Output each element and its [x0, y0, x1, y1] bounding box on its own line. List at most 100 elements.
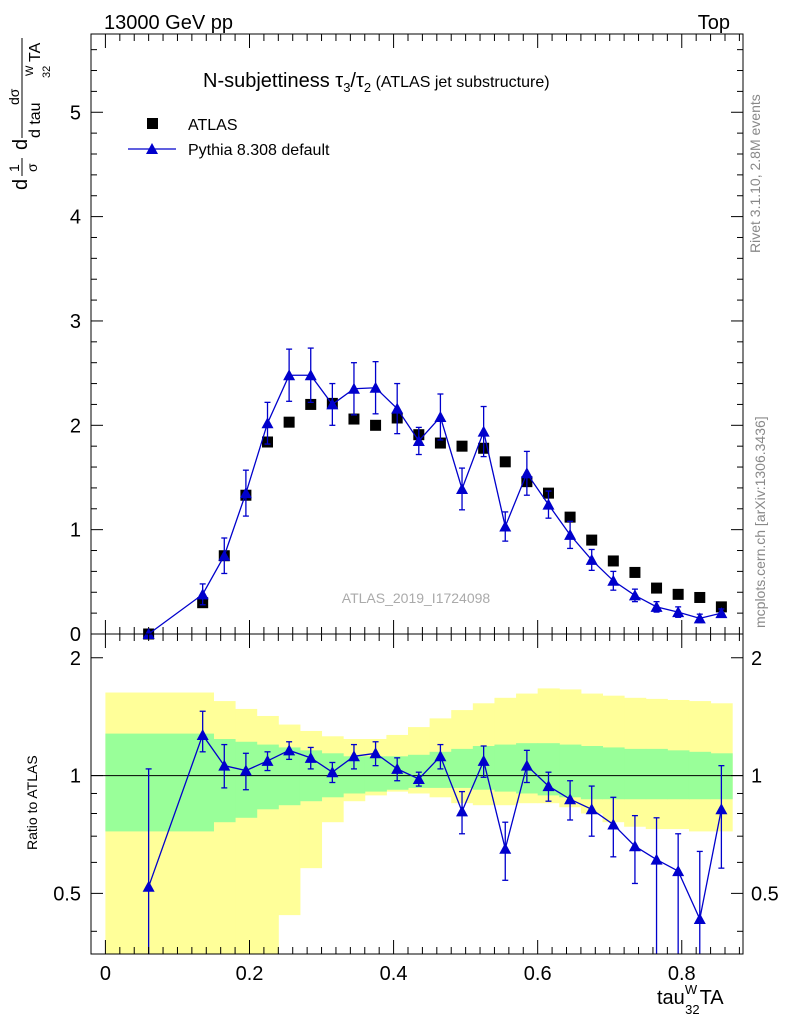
ratio-point — [628, 840, 641, 852]
ratio-point — [326, 766, 339, 778]
pythia-point — [261, 417, 274, 429]
ratio-point — [650, 853, 663, 865]
energy-label: 13000 GeV pp — [104, 12, 233, 34]
pythia-point — [391, 402, 404, 414]
legend-atlas-marker — [147, 118, 158, 129]
plot-title: N-subjettiness τ3/τ2 (ATLAS jet substruc… — [203, 70, 550, 95]
x-tick-label: 0.6 — [524, 963, 552, 985]
title-tau3-sub: 3 — [343, 80, 350, 95]
ratio-y-axis-label: Ratio to ATLAS — [24, 755, 40, 850]
ratio-point — [434, 750, 447, 762]
band-inner-segment — [451, 748, 474, 788]
band-inner-segment — [580, 746, 604, 800]
ylabel-ta: TA — [27, 42, 44, 62]
ratio-point — [607, 818, 620, 830]
ratio-point — [412, 772, 425, 784]
ratio-line — [148, 733, 723, 922]
ratio-point — [304, 751, 317, 763]
x-tick-label: 0.4 — [380, 963, 408, 985]
x-tick-label: 0.8 — [668, 963, 696, 985]
rivet-label: Rivet 3.1.10, 2.8M events — [747, 94, 763, 253]
ratio-point — [564, 793, 577, 805]
pythia-point — [434, 410, 447, 422]
atlas-point — [305, 398, 317, 410]
pythia-point — [693, 612, 706, 624]
ratio-point — [499, 842, 512, 854]
atlas-point — [607, 555, 619, 567]
main-ytick-label: 0 — [70, 624, 81, 646]
ratio-ytick-label: 2 — [70, 648, 81, 670]
title-tau2-sub: 2 — [364, 80, 371, 95]
band-inner-segment — [256, 744, 279, 810]
pythia-point — [477, 425, 490, 437]
legend-mc-marker — [146, 143, 158, 154]
title-slash: / — [350, 70, 356, 92]
atlas-point — [586, 534, 598, 546]
ylabel-sub: 32 — [41, 66, 53, 78]
ratio-point — [218, 759, 231, 771]
ylabel-dtau: d tau — [27, 102, 44, 138]
pythia-point — [628, 589, 641, 601]
band-inner-segment — [645, 748, 668, 800]
pythia-point — [520, 467, 533, 479]
pythia-point — [369, 381, 382, 393]
band-inner-segment — [407, 754, 431, 788]
ratio-data-layer — [91, 710, 743, 954]
band-inner-segment — [559, 744, 582, 798]
pythia-point — [585, 553, 598, 565]
ratio-ytick-label-right: 2 — [751, 648, 762, 670]
ratio-uncertainty-bands — [105, 688, 733, 954]
atlas-point — [629, 566, 641, 578]
main-ytick-label: 1 — [70, 520, 81, 542]
main-ytick-label: 2 — [70, 415, 81, 437]
pythia-point — [564, 528, 577, 540]
x-tick-labels: 0 0.2 0.4 0.6 0.8 — [100, 963, 696, 985]
atlas-point — [283, 416, 295, 428]
analysis-watermark: ATLAS_2019_I1724098 — [342, 590, 491, 606]
ratio-point — [283, 744, 296, 756]
title-lead: N-subjettiness — [203, 70, 335, 92]
atlas-point — [694, 591, 706, 603]
pythia-point — [239, 487, 252, 499]
ratio-point — [542, 780, 555, 792]
pythia-point — [326, 398, 339, 410]
ratio-point — [585, 803, 598, 815]
pythia-point — [715, 607, 728, 619]
main-ytick-label: 5 — [70, 102, 81, 124]
ratio-ytick-label-right: 1 — [751, 766, 762, 788]
band-inner-segment — [191, 733, 214, 832]
pythia-point — [607, 574, 620, 586]
atlas-point — [564, 511, 576, 523]
ratio-point — [196, 728, 209, 740]
pythia-point — [196, 588, 209, 600]
x-tick-label: 0 — [100, 963, 111, 985]
atlas-point — [370, 419, 382, 431]
pythia-point — [304, 369, 317, 381]
main-y-tick-labels: 0 1 2 3 4 5 — [70, 102, 81, 646]
atlas-point — [651, 582, 663, 594]
atlas-point — [715, 601, 727, 613]
legend-atlas-label: ATLAS — [188, 117, 238, 134]
legend-mc-label: Pythia 8.308 default — [188, 142, 330, 159]
pythia-point — [542, 498, 555, 510]
pythia-point — [412, 434, 425, 446]
main-axis-ticks — [90, 34, 743, 635]
band-inner-segment — [494, 744, 517, 792]
band-inner-segment — [667, 750, 690, 800]
main-data-layer — [142, 347, 728, 640]
band-inner-segment — [602, 747, 625, 800]
ylabel-d1: d — [10, 179, 32, 190]
pythia-point — [650, 600, 663, 612]
ratio-point — [693, 913, 706, 925]
band-inner-segment — [278, 747, 301, 806]
ratio-point — [456, 805, 469, 817]
x-tick-label: 0.2 — [236, 963, 264, 985]
atlas-point — [434, 437, 446, 449]
band-inner-segment — [537, 743, 560, 796]
title-tau2: τ — [356, 70, 364, 92]
ratio-point — [239, 764, 252, 776]
band-inner-segment — [364, 756, 387, 792]
mcplots-label: mcplots.cern.ch [arXiv:1306.3436] — [752, 416, 768, 628]
pythia-line — [148, 374, 722, 635]
